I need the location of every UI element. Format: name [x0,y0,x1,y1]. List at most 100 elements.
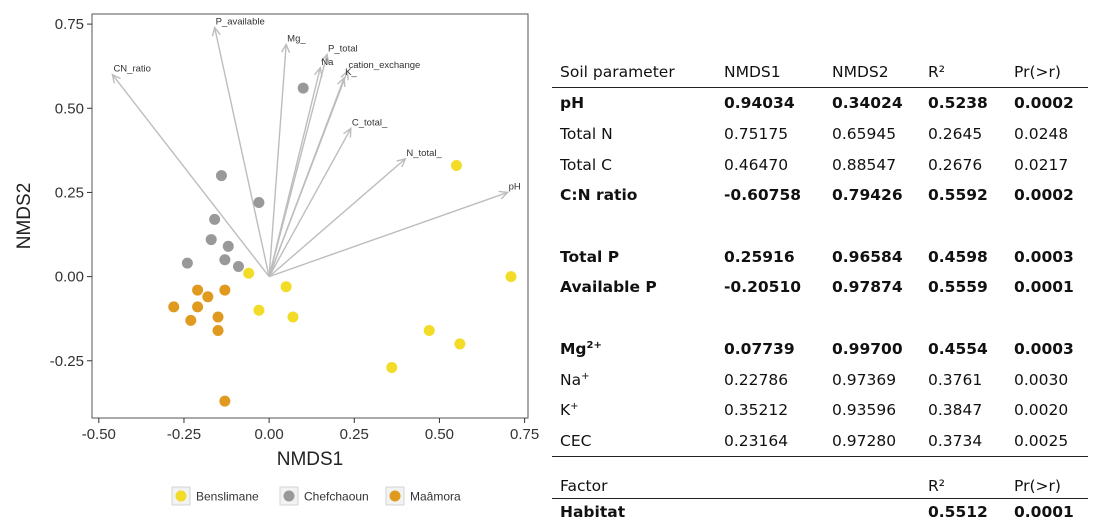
vector-arrow [268,158,406,278]
row-label: Total P [560,247,620,266]
data-point [185,314,197,326]
factor-row: Habitat 0.5512 0.0001 [552,499,1088,525]
table-row: C:N ratio -0.60758 0.79426 0.5592 0.0002 [552,180,1088,211]
cell-nmds2: 0.34024 [832,94,903,113]
vector-label: C_total_ [352,117,388,128]
factor-header-row: Factor R² Pr(>r) [552,473,1088,499]
data-point [219,254,231,266]
header-nmds1: NMDS1 [724,56,832,88]
vector-arrow [268,44,287,277]
cell-nmds2: 0.88547 [832,155,897,174]
y-tick-label: -0.25 [50,353,84,370]
data-point [450,160,462,171]
row-label: pH [560,94,585,113]
data-point [243,267,255,279]
header-soil-parameter: Soil parameter [552,56,724,88]
x-axis-label: NMDS1 [277,449,344,470]
data-point [168,301,180,313]
data-point [192,284,204,296]
environmental-vectors: CN_ratio P_available Mg_ P_total Na cation_ex… [111,16,521,278]
cell-pr: 0.0002 [1014,94,1074,113]
envfit-table: Soil parameter NMDS1 NMDS2 R² Pr(>r) pH … [552,56,1092,458]
table-row: Total N 0.75175 0.65945 0.2645 0.0248 [552,119,1088,150]
legend-swatch [389,490,401,502]
row-label: CEC [552,425,724,458]
row-label: Total C [560,155,612,174]
data-point [202,291,214,303]
cell-nmds2: 0.99700 [832,339,903,358]
nmds-biplot: -0.50 -0.25 0.00 0.25 0.50 0.75 -0.25 0.00 0.25 0… [14,13,539,506]
cell-pr: 0.0003 [1014,339,1074,358]
legend: Benslimane Chefchaoun Maâmora [171,486,461,506]
x-tick-label: 0.75 [510,426,539,443]
header-r2: R² [928,56,1014,88]
row-label: Available P [560,278,657,297]
data-point [280,281,292,293]
cell-nmds1: 0.25916 [724,247,795,266]
y-axis-label: NMDS2 [14,183,35,250]
cell-r2: 0.3847 [928,401,983,420]
cell-nmds2: 0.93596 [832,401,897,420]
vector-label: pH [509,181,521,192]
row-label: Na+ [560,370,590,389]
vector-label: Mg_ [287,33,306,44]
cell-nmds2: 0.97874 [832,278,903,297]
cell-r2: 0.3761 [928,370,983,389]
vector-label: Na [321,57,334,68]
data-point [209,213,221,225]
x-tick-label: 0.00 [255,426,284,443]
row-label: K+ [560,401,579,420]
table-row: Total P 0.25916 0.96584 0.4598 0.0003 [552,241,1088,272]
data-point [454,338,466,350]
cell-r2: 0.4554 [928,339,988,358]
empty-cell [724,473,832,499]
factor-table: Factor R² Pr(>r) Habitat 0.5512 0.0001 [552,473,1088,524]
y-tick-label: 0.50 [55,100,84,117]
empty-cell [724,499,832,525]
x-tick-label: -0.50 [82,426,116,443]
vector-arrowhead [337,76,346,87]
vector-arrowhead [313,66,323,77]
cell-pr: 0.0003 [1014,247,1074,266]
data-point [212,311,224,323]
data-point [219,395,231,407]
vector-arrowhead [320,52,330,64]
header-factor-pr: Pr(>r) [1014,473,1088,499]
data-point [386,362,398,373]
cell-r2: 0.3734 [928,425,1014,458]
vector-arrowhead [281,42,291,53]
cell-nmds1: 0.46470 [724,155,789,174]
data-point [205,234,217,246]
cell-pr: 0.0217 [1014,155,1069,174]
vector-arrowhead [396,157,407,168]
cell-nmds1: 0.22786 [724,370,789,389]
table-row: Na+ 0.22786 0.97369 0.3761 0.0030 [552,364,1088,395]
cell-pr: 0.0001 [1014,278,1074,297]
cell-r2: 0.5559 [928,278,988,297]
sample-points [168,82,517,407]
data-point [297,82,309,94]
x-tick-label: -0.25 [167,426,201,443]
vector-arrowhead [340,69,349,81]
cell-nmds1: -0.20510 [724,278,802,297]
y-tick-label: 0.25 [55,184,84,201]
vector-arrowhead [498,190,510,200]
cell-nmds2: 0.97280 [832,425,928,458]
axis-ticks: -0.50 -0.25 0.00 0.25 0.50 0.75 -0.25 0.00 0.25 0… [50,16,539,443]
cell-nmds1: -0.60758 [724,186,802,205]
vector-arrow [268,128,352,277]
legend-swatch [283,490,295,502]
empty-cell [832,473,928,499]
table-header-row: Soil parameter NMDS1 NMDS2 R² Pr(>r) [552,56,1088,88]
table-spacer [552,211,1088,242]
cell-pr: 0.0025 [1014,425,1088,458]
cell-r2: 0.5238 [928,94,988,113]
table-row: Total C 0.46470 0.88547 0.2676 0.0217 [552,149,1088,180]
legend-label: Maâmora [410,490,461,504]
vector-label: P_available [216,16,265,27]
legend-label: Benslimane [196,490,259,504]
header-factor-r2: R² [928,473,1014,499]
table-row: Available P -0.20510 0.97874 0.5559 0.00… [552,272,1088,303]
vector-arrowhead [343,127,352,138]
x-tick-label: 0.25 [340,426,369,443]
